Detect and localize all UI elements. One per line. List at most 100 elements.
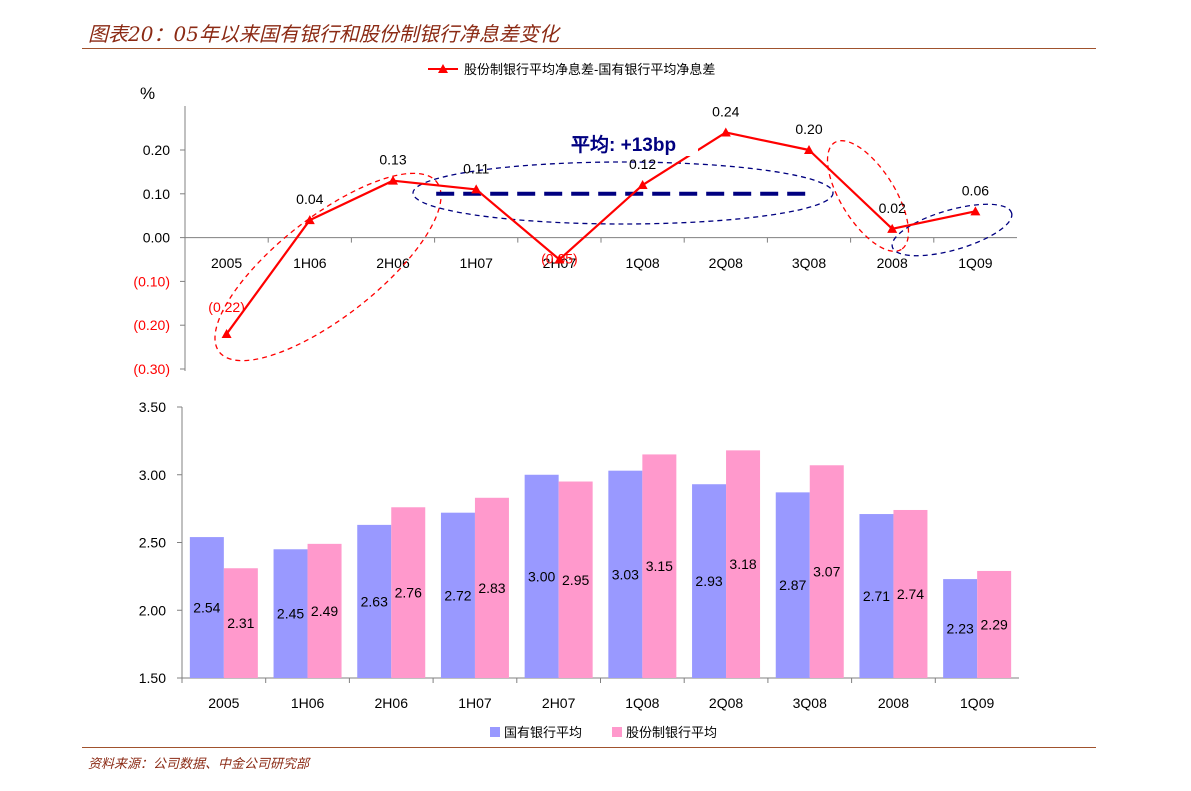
state-bank-bar xyxy=(692,484,727,678)
y-tick-label: (0.10) xyxy=(133,273,170,289)
spread-marker xyxy=(804,145,814,154)
joint-bank-bar xyxy=(223,568,258,678)
spread-data-label: 0.20 xyxy=(795,121,822,137)
joint-bank-bar-label: 2.49 xyxy=(311,603,338,619)
joint-bank-bar xyxy=(558,481,593,678)
y-tick-label: 0.00 xyxy=(143,230,170,246)
joint-bank-bar-label: 2.29 xyxy=(981,616,1008,632)
state-bank-bar xyxy=(357,524,392,678)
y-tick-label: 0.20 xyxy=(143,142,170,158)
bar-y-tick-label: 3.00 xyxy=(139,467,166,483)
spread-data-label: 0.24 xyxy=(712,103,739,119)
joint-bank-bar-label: 2.31 xyxy=(227,615,254,631)
bar-y-tick-label: 2.50 xyxy=(139,535,166,551)
state-bank-bar-label: 2.45 xyxy=(277,606,304,622)
joint-bank-bar-label: 2.95 xyxy=(562,572,589,588)
bar-x-tick-label: 2008 xyxy=(878,695,909,711)
joint-bank-bar xyxy=(809,465,844,678)
spread-marker xyxy=(304,215,315,225)
spread-data-label: (0.05) xyxy=(541,251,578,267)
title-rule xyxy=(82,48,1096,49)
y-tick-label: (0.20) xyxy=(133,317,170,333)
spread-marker xyxy=(471,184,482,194)
state-bank-bar-label: 2.23 xyxy=(947,621,974,637)
footer-rule xyxy=(82,747,1096,748)
bar-x-tick-label: 1H07 xyxy=(458,695,492,711)
state-bank-bar-label: 2.72 xyxy=(444,587,471,603)
x-tick-label: 1Q09 xyxy=(958,255,992,271)
spread-data-label: 0.06 xyxy=(962,182,989,198)
highlight-ellipse-average xyxy=(412,161,834,225)
spread-marker xyxy=(221,328,232,338)
joint-bank-bar xyxy=(391,507,426,678)
joint-bank-bar-label: 2.74 xyxy=(897,586,924,602)
bar-x-tick-label: 1Q08 xyxy=(625,695,659,711)
x-tick-label: 3Q08 xyxy=(792,255,826,271)
highlight-ellipse-rebound xyxy=(891,203,1013,257)
spread-marker xyxy=(720,127,731,137)
spread-marker xyxy=(887,223,898,233)
state-bank-bar-label: 2.71 xyxy=(863,588,890,604)
highlight-ellipse-fall xyxy=(826,140,910,252)
spread-data-label: (0.22) xyxy=(208,299,245,315)
chart-title: 图表20：05年以来国有银行和股份制银行净息差变化 xyxy=(88,22,559,46)
state-bank-bar xyxy=(440,512,475,678)
joint-bank-bar xyxy=(307,543,342,678)
highlight-ellipse-rise xyxy=(214,172,442,362)
state-bank-bar xyxy=(273,549,308,678)
bar-x-tick-label: 3Q08 xyxy=(793,695,827,711)
bar-y-tick-label: 2.00 xyxy=(139,602,166,618)
spread-marker xyxy=(970,206,981,216)
spread-marker xyxy=(388,175,398,185)
y-tick-label: 0.10 xyxy=(143,186,170,202)
spread-data-label: 0.04 xyxy=(296,191,323,207)
y-tick-label: (0.30) xyxy=(133,361,170,377)
state-bank-bar-label: 3.00 xyxy=(528,568,555,584)
state-bank-bar-label: 2.54 xyxy=(193,600,220,616)
bar-x-tick-label: 1H06 xyxy=(291,695,325,711)
state-bank-bar-label: 2.87 xyxy=(779,577,806,593)
spread-data-label: 0.11 xyxy=(463,160,489,176)
joint-bank-bar xyxy=(642,454,677,678)
bar-x-tick-label: 2H06 xyxy=(375,695,409,711)
source-note: 资料来源：公司数据、中金公司研究部 xyxy=(88,757,310,772)
joint-bank-bar-label: 3.15 xyxy=(646,558,673,574)
spread-marker xyxy=(637,180,648,190)
state-bank-bar xyxy=(189,537,224,678)
x-tick-label: 1H07 xyxy=(459,255,493,271)
state-bank-bar xyxy=(943,579,978,678)
state-bank-bar-label: 2.93 xyxy=(695,573,722,589)
x-tick-label: 2Q08 xyxy=(709,255,743,271)
x-tick-label: 2008 xyxy=(877,255,908,271)
joint-bank-bar xyxy=(726,450,761,678)
joint-bank-bar-label: 2.76 xyxy=(395,585,422,601)
spread-series-line xyxy=(225,131,976,335)
joint-bank-bar xyxy=(977,570,1012,678)
x-tick-label: 1H06 xyxy=(293,255,327,271)
bar-x-tick-label: 2H07 xyxy=(542,695,576,711)
spread-data-label: 0.02 xyxy=(879,200,906,216)
joint-bank-bar xyxy=(893,509,928,678)
state-bank-bar-label: 2.63 xyxy=(361,593,388,609)
state-bank-bar xyxy=(524,474,559,678)
x-tick-label: 1Q08 xyxy=(625,255,659,271)
joint-bank-bar xyxy=(474,497,509,678)
bar-y-tick-label: 3.50 xyxy=(139,399,166,415)
state-bank-bar xyxy=(859,514,894,678)
bar-y-tick-label: 1.50 xyxy=(139,670,166,686)
legend-swatch-state xyxy=(490,727,500,737)
bar-x-tick-label: 2005 xyxy=(208,695,239,711)
bar-x-tick-label: 1Q09 xyxy=(960,695,994,711)
joint-bank-bar-label: 2.83 xyxy=(478,580,505,596)
spread-marker xyxy=(554,254,565,264)
annotation-mask xyxy=(580,132,698,156)
state-bank-bar xyxy=(775,492,810,678)
legend-label: 股份制银行平均净息差-国有银行平均净息差 xyxy=(464,62,715,77)
legend-swatch-joint xyxy=(612,727,622,737)
state-bank-bar xyxy=(608,470,643,678)
legend-label-state: 国有银行平均 xyxy=(504,725,582,740)
joint-bank-bar-label: 3.07 xyxy=(813,564,840,580)
average-annotation-overlay: 平均: +13bp xyxy=(571,133,676,156)
x-tick-label: 2H06 xyxy=(376,255,410,271)
